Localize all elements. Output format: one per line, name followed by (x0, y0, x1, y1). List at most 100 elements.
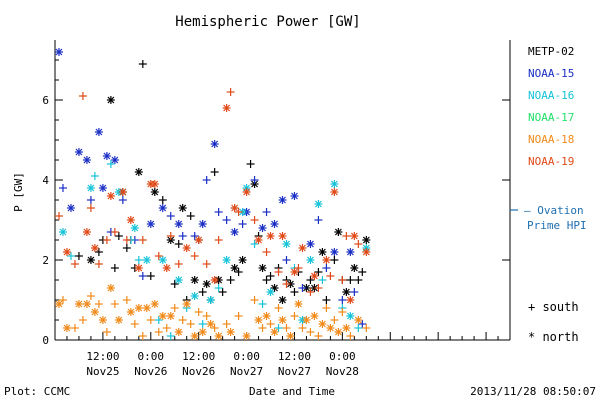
x-tick-date: Nov27 (278, 365, 311, 378)
point-noaa-15-north (330, 248, 339, 256)
point-noaa-18-south (290, 312, 299, 320)
point-metp-02-north (238, 256, 247, 264)
point-metp-02-north (134, 168, 143, 176)
marker-legend-north: * north (528, 330, 579, 344)
point-noaa-18-north (158, 312, 167, 320)
legend-entry-noaa-19: NOAA-19 (528, 155, 574, 168)
point-noaa-18-north (214, 332, 223, 340)
footer-left: Plot: CCMC (4, 385, 70, 398)
point-noaa-18-south (178, 316, 187, 324)
point-noaa-15-south (238, 220, 247, 228)
point-metp-02-south (186, 212, 195, 220)
point-metp-02-south (358, 268, 367, 276)
point-noaa-16-north (158, 256, 167, 264)
point-noaa-19-north (278, 232, 287, 240)
point-metp-02-south (198, 288, 207, 296)
x-tick-date: Nov27 (230, 365, 263, 378)
point-metp-02-south (114, 232, 123, 240)
point-noaa-18-south (222, 320, 231, 328)
x-axis-label: Date and Time (249, 385, 335, 398)
point-metp-02-north (270, 284, 279, 292)
point-noaa-15-south (86, 196, 95, 204)
point-noaa-18-north (98, 316, 107, 324)
point-noaa-19-south (274, 268, 283, 276)
point-metp-02-north (258, 264, 267, 272)
point-noaa-18-north (126, 308, 135, 316)
point-metp-02-north (318, 248, 327, 256)
point-noaa-19-north (194, 236, 203, 244)
point-noaa-18-north (134, 304, 143, 312)
point-noaa-15-north (94, 128, 103, 136)
point-noaa-19-north (310, 272, 319, 280)
legend-entry-noaa-16: NOAA-16 (528, 89, 574, 102)
point-noaa-16-south (134, 256, 143, 264)
point-noaa-18-north (354, 316, 363, 324)
data-points (54, 48, 371, 340)
point-noaa-19-north (162, 264, 171, 272)
point-noaa-18-south (250, 296, 259, 304)
x-tick-date: Nov25 (86, 365, 119, 378)
point-noaa-15-south (190, 232, 199, 240)
point-noaa-15-south (202, 176, 211, 184)
point-noaa-18-north (182, 300, 191, 308)
point-metp-02-south (110, 264, 119, 272)
point-noaa-19-south (166, 232, 175, 240)
point-noaa-18-south (58, 296, 67, 304)
point-noaa-18-north (190, 332, 199, 340)
point-noaa-18-north (310, 312, 319, 320)
point-noaa-18-south (282, 324, 291, 332)
footer-right: 2013/11/28 08:50:07 (470, 385, 596, 398)
point-noaa-16-south (166, 332, 175, 340)
point-metp-02-north (278, 296, 287, 304)
point-noaa-18-south (314, 332, 323, 340)
point-metp-02-north (150, 188, 159, 196)
point-noaa-15-south (166, 212, 175, 220)
point-noaa-16-north (314, 200, 323, 208)
point-noaa-16-north (222, 256, 231, 264)
point-noaa-19-south (354, 240, 363, 248)
x-axis-ticks: 12:00 Nov25 0:00 Nov26 12:00 Nov26 0:00 Nov27 12… (66, 332, 499, 378)
legend: METP-02 NOAA-15 NOAA-16 NOAA-17 NOAA-18 NOAA-… (528, 45, 574, 168)
point-noaa-18-north (206, 320, 215, 328)
point-noaa-19-north (242, 188, 251, 196)
point-noaa-16-north (282, 240, 291, 248)
point-noaa-15-north (258, 224, 267, 232)
point-noaa-19-south (214, 236, 223, 244)
point-noaa-19-south (174, 260, 183, 268)
point-noaa-18-north (326, 324, 335, 332)
point-noaa-19-north (362, 248, 371, 256)
point-noaa-15-north (82, 156, 91, 164)
point-noaa-18-south (146, 316, 155, 324)
point-noaa-18-north (166, 312, 175, 320)
point-noaa-15-north (174, 220, 183, 228)
point-noaa-18-north (286, 332, 295, 340)
point-noaa-19-south (78, 92, 87, 100)
y-axis-label: P [GW] (12, 172, 25, 212)
ovation-label-line1: – Ovation (524, 204, 584, 217)
x-tick-date: Nov26 (134, 365, 167, 378)
point-noaa-19-north (254, 236, 263, 244)
x-tick-time: 12:00 (182, 350, 215, 363)
point-metp-02-south (94, 248, 103, 256)
point-noaa-15-north (66, 204, 75, 212)
point-noaa-15-north (230, 228, 239, 236)
point-noaa-19-south (102, 236, 111, 244)
point-noaa-18-north (90, 308, 99, 316)
point-noaa-16-north (206, 296, 215, 304)
point-noaa-16-south (354, 324, 363, 332)
point-noaa-19-north (210, 276, 219, 284)
point-metp-02-south (210, 168, 219, 176)
marker-legend: + south * north (528, 300, 579, 344)
y-axis-ticks: 0 2 4 6 (42, 59, 510, 347)
point-noaa-15-south (58, 184, 67, 192)
x-tick-time: 12:00 (278, 350, 311, 363)
point-noaa-18-north (242, 332, 251, 340)
point-noaa-16-north (190, 292, 199, 300)
point-noaa-15-north (54, 48, 63, 56)
point-noaa-18-south (306, 328, 315, 336)
point-noaa-19-north (350, 232, 359, 240)
point-metp-02-south (330, 256, 339, 264)
y-tick-label: 0 (42, 334, 49, 347)
point-noaa-18-north (278, 316, 287, 324)
point-noaa-16-north (86, 184, 95, 192)
